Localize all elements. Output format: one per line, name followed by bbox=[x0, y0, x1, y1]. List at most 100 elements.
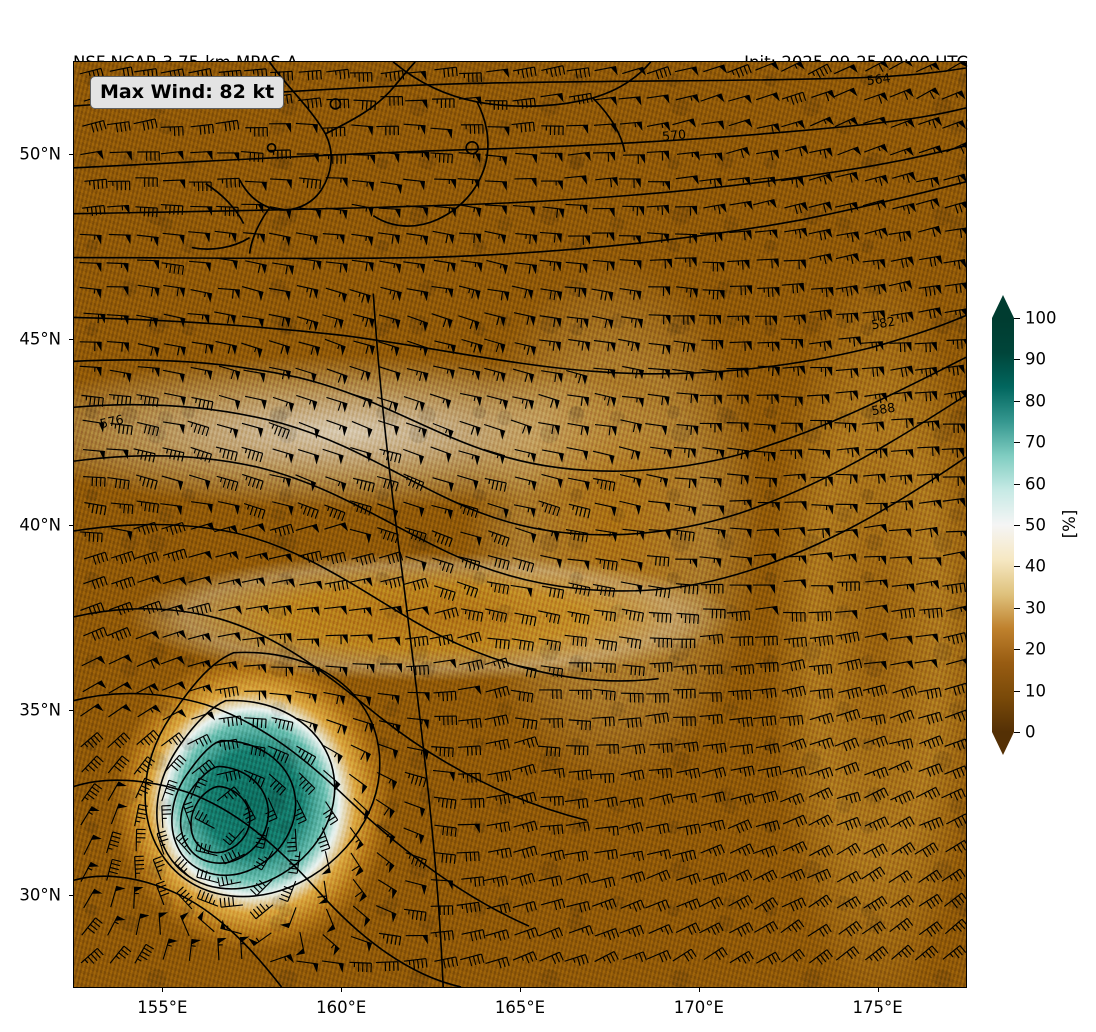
wind-barb bbox=[888, 870, 913, 884]
wind-barb bbox=[646, 849, 672, 860]
wind-barb bbox=[756, 951, 781, 965]
wind-barb bbox=[540, 665, 564, 678]
wind-barb bbox=[353, 154, 376, 165]
wind-barb bbox=[729, 743, 754, 755]
wind-barb bbox=[808, 173, 833, 185]
wind-barb bbox=[703, 527, 726, 540]
wind-barb bbox=[755, 820, 781, 832]
wind-barb bbox=[834, 422, 857, 433]
wind-barb bbox=[811, 287, 834, 298]
wind-barb bbox=[378, 932, 402, 946]
wind-barb bbox=[377, 420, 400, 436]
wind-barb bbox=[541, 473, 563, 489]
wind-barb bbox=[620, 769, 645, 781]
wind-barb bbox=[241, 315, 264, 329]
wind-barb bbox=[836, 446, 860, 458]
wind-barb bbox=[485, 738, 510, 751]
wind-barb bbox=[914, 945, 939, 961]
wind-barb bbox=[834, 737, 860, 752]
wind-barb bbox=[512, 66, 537, 79]
wind-barb bbox=[511, 121, 535, 133]
wind-barb bbox=[564, 175, 588, 185]
wind-barb bbox=[648, 367, 671, 380]
wind-barb bbox=[702, 872, 728, 886]
wind-barb bbox=[807, 923, 832, 937]
wind-barb bbox=[730, 793, 755, 805]
wind-barb bbox=[268, 553, 293, 563]
wind-barb bbox=[594, 502, 617, 517]
wind-barb bbox=[269, 692, 292, 705]
wind-barb bbox=[754, 921, 779, 934]
wind-barb bbox=[648, 342, 671, 355]
map-plot-area[interactable]: 564 570 576 582 588 Max Wind: 82 kt bbox=[73, 61, 967, 988]
wind-barb bbox=[889, 917, 914, 933]
wind-barb bbox=[242, 473, 264, 490]
wind-barb bbox=[538, 927, 564, 940]
wind-barb bbox=[754, 476, 777, 488]
wind-barb bbox=[245, 260, 267, 275]
wind-barb bbox=[835, 631, 860, 644]
wind-barb bbox=[915, 786, 941, 800]
wind-barb bbox=[241, 422, 264, 438]
wind-barb bbox=[433, 852, 456, 864]
wind-barb bbox=[83, 834, 102, 855]
wind-barb bbox=[835, 390, 859, 401]
wind-barb bbox=[945, 813, 966, 828]
wind-barb bbox=[700, 583, 724, 594]
wind-barb bbox=[595, 176, 619, 188]
wind-barb bbox=[809, 309, 833, 321]
wind-barb bbox=[700, 844, 725, 857]
wind-barb bbox=[865, 604, 889, 614]
wind-barb bbox=[248, 932, 272, 947]
wind-barb bbox=[779, 714, 804, 726]
wind-barb bbox=[864, 787, 889, 802]
wind-barb bbox=[514, 927, 539, 940]
wind-barb bbox=[593, 96, 617, 106]
wind-barb bbox=[513, 504, 536, 518]
wind-barb bbox=[241, 523, 266, 533]
wind-barb bbox=[809, 340, 833, 351]
wind-barb bbox=[781, 338, 804, 349]
wind-barb bbox=[484, 204, 507, 216]
wind-barb bbox=[700, 633, 724, 645]
wind-barb bbox=[568, 769, 593, 781]
wind-barb bbox=[836, 842, 861, 856]
wind-barb bbox=[699, 664, 723, 675]
wind-barb bbox=[457, 474, 479, 491]
wind-barb bbox=[890, 500, 914, 511]
wind-barb bbox=[541, 767, 565, 779]
wind-barb bbox=[594, 424, 617, 437]
wind-barb bbox=[864, 174, 889, 186]
wind-barb bbox=[135, 683, 160, 695]
wind-barb bbox=[727, 315, 750, 326]
wind-barb bbox=[568, 503, 591, 519]
wind-barb bbox=[326, 719, 348, 736]
wind-barb bbox=[377, 396, 399, 413]
wind-barb bbox=[619, 288, 642, 301]
wind-barb bbox=[83, 626, 108, 641]
wind-barb bbox=[279, 907, 297, 929]
wind-barb bbox=[352, 663, 375, 674]
wind-barb bbox=[646, 121, 671, 132]
wind-barb bbox=[888, 62, 913, 70]
wind-barb bbox=[918, 869, 943, 884]
wind-barb bbox=[295, 932, 305, 956]
wind-barb bbox=[675, 94, 700, 104]
wind-barb bbox=[162, 576, 187, 586]
wind-barb bbox=[890, 894, 914, 909]
x-tick-mark bbox=[341, 988, 343, 992]
wind-barb bbox=[646, 473, 669, 488]
wind-barb bbox=[888, 760, 913, 773]
wind-barb bbox=[270, 954, 295, 964]
wind-barb bbox=[565, 203, 588, 215]
colorbar[interactable]: 100 90 80 70 60 50 40 30 20 10 0 bbox=[992, 295, 1057, 755]
wind-barb bbox=[403, 178, 426, 191]
wind-barb bbox=[271, 578, 296, 588]
wind-barb bbox=[485, 154, 508, 167]
wind-barb bbox=[782, 365, 806, 376]
wind-barb bbox=[646, 66, 672, 80]
wind-barb bbox=[780, 868, 806, 882]
wind-barb bbox=[645, 422, 668, 436]
wind-barb bbox=[538, 610, 561, 625]
wind-barb bbox=[540, 152, 563, 163]
